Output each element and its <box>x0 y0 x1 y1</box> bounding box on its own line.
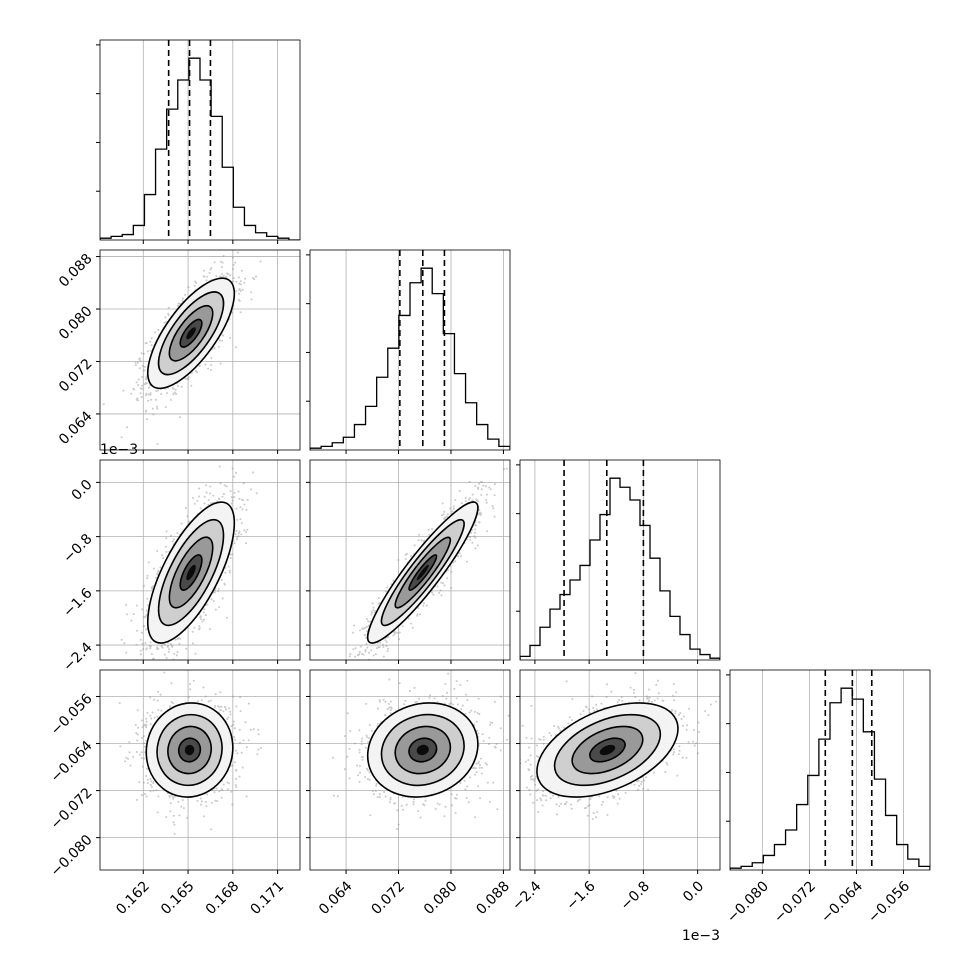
density-contour <box>146 501 236 644</box>
histogram-step <box>310 267 510 450</box>
histogram-panel-2 <box>516 459 721 661</box>
density-contour <box>408 554 438 591</box>
xtick-label: −0.064 <box>818 878 866 926</box>
xtick-label: −0.8 <box>618 878 653 913</box>
histogram-bars <box>310 250 510 450</box>
xtick-label: −1.6 <box>563 878 598 913</box>
xtick-label: 0.088 <box>473 878 513 918</box>
panel-frame <box>309 459 511 661</box>
pair-panel-1-2 <box>309 459 511 661</box>
ytick-label: −0.064 <box>48 738 96 786</box>
ytick-label: −1.6 <box>60 585 95 620</box>
density-contour <box>394 536 452 609</box>
histogram-step <box>100 57 300 240</box>
density-contour <box>146 277 236 390</box>
density-contour <box>394 725 452 775</box>
pair-content <box>348 467 508 660</box>
histogram-bars <box>520 460 720 660</box>
density-contour <box>553 713 662 787</box>
histogram-bars <box>100 40 300 240</box>
ytick-label: −2.4 <box>60 639 95 674</box>
density-contour <box>168 304 214 362</box>
panel-frame <box>729 669 931 871</box>
pair-content <box>520 672 718 820</box>
density-contour <box>157 291 225 376</box>
density-fill <box>416 564 429 581</box>
density-contour <box>156 713 223 787</box>
panel-frame <box>309 249 511 451</box>
density-contour <box>571 725 644 775</box>
ytick-label: 0.072 <box>56 356 96 396</box>
ytick-label: −0.056 <box>48 691 96 739</box>
density-contour <box>179 554 203 591</box>
histogram-panel-3 <box>726 669 931 871</box>
density-contour <box>157 518 225 627</box>
ytick-label: −0.072 <box>48 785 96 833</box>
histogram-bars <box>730 670 930 870</box>
panel-frame <box>99 249 301 451</box>
xtick-label: 0.080 <box>421 878 461 918</box>
pair-panel-0-2 <box>99 459 301 661</box>
density-contour <box>167 725 212 775</box>
density-fill <box>186 564 196 581</box>
pair-panel-0-1 <box>99 249 301 451</box>
ytick-label: −0.8 <box>60 531 95 566</box>
histogram-step <box>730 687 930 870</box>
ytick-label: 0.080 <box>56 303 96 343</box>
xtick-label: 0.0 <box>680 878 707 905</box>
density-fill <box>184 744 195 756</box>
ytick-label: 0.064 <box>56 408 96 448</box>
density-contour <box>366 702 479 798</box>
density-contour <box>589 737 626 763</box>
xtick-label: 0.168 <box>203 878 243 918</box>
density-contour <box>179 318 203 348</box>
offset-label-y: 1e−3 <box>100 442 138 458</box>
pair-panel-0-3 <box>99 669 301 871</box>
xtick-label: −2.4 <box>509 878 544 913</box>
histogram-panel-1 <box>306 249 511 451</box>
density-contour <box>168 536 214 609</box>
density-contour <box>536 702 679 798</box>
density-contour <box>408 737 438 763</box>
pair-content <box>120 465 258 660</box>
offset-label-x: 1e−3 <box>682 928 720 944</box>
xtick-label: 0.162 <box>113 878 153 918</box>
xtick-label: 0.165 <box>158 878 198 918</box>
pair-content <box>102 251 262 446</box>
ytick-label: −0.080 <box>48 832 96 880</box>
panel-frame <box>99 669 301 871</box>
xtick-label: −0.056 <box>865 878 913 926</box>
density-fill <box>416 744 429 756</box>
pair-panel-2-3 <box>519 669 721 871</box>
density-fill <box>186 327 196 340</box>
xtick-label: −0.080 <box>724 878 772 926</box>
panel-frame <box>99 39 301 241</box>
histogram-panel-0 <box>96 39 301 241</box>
xtick-label: −0.072 <box>771 878 819 926</box>
panel-frame <box>309 669 511 871</box>
ytick-label: 0.088 <box>56 251 96 291</box>
xtick-label: 0.072 <box>368 878 408 918</box>
histogram-step <box>520 477 720 660</box>
pair-panel-1-3 <box>309 669 511 871</box>
density-contour <box>380 518 465 627</box>
density-fill <box>599 744 616 756</box>
density-contour <box>145 702 234 798</box>
pair-content <box>118 671 262 835</box>
panel-frame <box>519 459 721 661</box>
pair-content <box>332 672 510 831</box>
ytick-label: 0.0 <box>69 477 96 504</box>
panel-frame <box>519 669 721 871</box>
xtick-label: 0.171 <box>248 878 288 918</box>
xtick-label: 0.064 <box>316 878 356 918</box>
density-contour <box>366 501 479 644</box>
density-contour <box>380 713 465 787</box>
density-contour <box>177 737 202 763</box>
panel-frame <box>99 459 301 661</box>
